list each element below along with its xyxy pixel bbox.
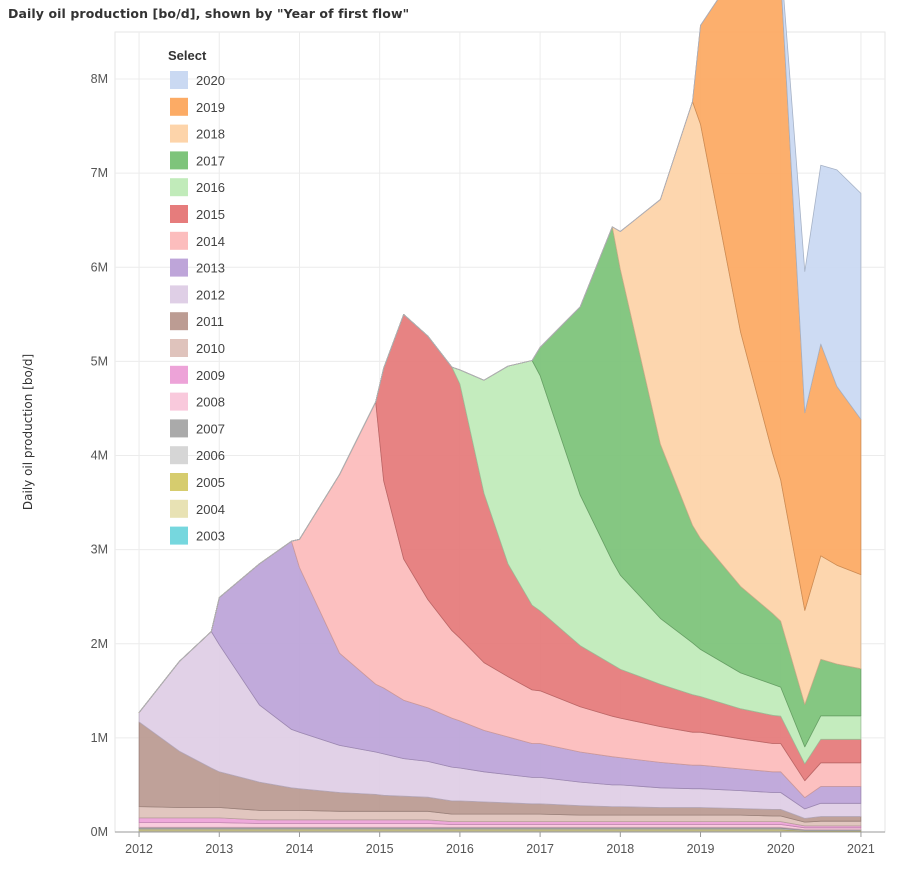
legend-item-2015[interactable]: 2015	[170, 205, 225, 223]
x-tick-label: 2017	[526, 842, 554, 856]
legend-label: 2019	[196, 100, 225, 115]
legend-item-2005[interactable]: 2005	[170, 473, 225, 491]
legend-swatch	[170, 71, 188, 89]
area-series	[138, 0, 862, 833]
legend-label: 2009	[196, 368, 225, 383]
legend-swatch	[170, 419, 188, 438]
legend-item-2016[interactable]: 2016	[170, 178, 225, 197]
y-tick-label: 4M	[91, 449, 108, 463]
legend-swatch	[170, 97, 188, 116]
legend-swatch	[170, 258, 188, 277]
x-tick-label: 2021	[847, 842, 875, 856]
legend-item-2008[interactable]: 2008	[170, 392, 225, 411]
legend-label: 2017	[196, 153, 225, 168]
legend-item-2003[interactable]: 2003	[170, 526, 225, 545]
legend-label: 2004	[196, 502, 225, 517]
x-tick-label: 2016	[446, 842, 474, 856]
legend-title: Select	[168, 48, 207, 63]
legend-swatch	[170, 339, 188, 357]
legend-label: 2016	[196, 180, 225, 195]
x-axis-ticks: 2012 2013 2014 2015 2016 2017 2018 2019 2020 2021	[115, 831, 885, 856]
legend-swatch	[170, 446, 188, 465]
legend-swatch	[170, 151, 188, 170]
y-tick-label: 6M	[91, 260, 108, 274]
legend-swatch	[170, 312, 188, 331]
legend-swatch	[170, 285, 188, 304]
area-2020	[138, 0, 862, 713]
legend-label: 2015	[196, 207, 225, 222]
legend-label: 2014	[196, 234, 225, 249]
legend-item-2019[interactable]: 2019	[170, 97, 225, 116]
legend-item-2018[interactable]: 2018	[170, 124, 225, 143]
legend-swatch	[170, 526, 188, 545]
legend-label: 2011	[196, 314, 224, 329]
x-tick-label: 2020	[767, 842, 795, 856]
y-axis-ticks: 0M 1M 2M 3M 4M 5M 6M 7M 8M	[91, 72, 108, 839]
legend-label: 2010	[196, 341, 225, 356]
x-tick-label: 2015	[366, 842, 394, 856]
y-tick-label: 8M	[91, 72, 108, 86]
x-tick-label: 2012	[125, 842, 153, 856]
legend-swatch	[170, 124, 188, 143]
x-tick-label: 2019	[687, 842, 715, 856]
legend-swatch	[170, 392, 188, 411]
y-tick-label: 2M	[91, 637, 108, 651]
y-tick-label: 7M	[91, 166, 108, 180]
legend-item-2011[interactable]: 2011	[170, 312, 224, 331]
legend-label: 2003	[196, 529, 225, 544]
y-tick-label: 0M	[91, 825, 108, 839]
chart-title: Daily oil production [bo/d], shown by "Y…	[8, 6, 410, 21]
x-tick-label: 2018	[606, 842, 634, 856]
legend-label: 2013	[196, 261, 225, 276]
legend-swatch	[170, 499, 188, 518]
legend-item-2004[interactable]: 2004	[170, 499, 225, 518]
legend-label: 2005	[196, 475, 225, 490]
legend-swatch	[170, 231, 188, 250]
legend-label: 2008	[196, 395, 225, 410]
legend-item-2020[interactable]: 2020	[170, 71, 225, 89]
legend-item-2017[interactable]: 2017	[170, 151, 225, 170]
x-tick-label: 2013	[205, 842, 233, 856]
legend-item-2012[interactable]: 2012	[170, 285, 225, 304]
legend-label: 2007	[196, 421, 225, 436]
legend-item-2009[interactable]: 2009	[170, 365, 225, 384]
legend-item-2006[interactable]: 2006	[170, 446, 225, 465]
y-tick-label: 3M	[91, 543, 108, 557]
legend-swatch	[170, 178, 188, 197]
legend-label: 2012	[196, 287, 225, 302]
legend-swatch	[170, 365, 188, 384]
legend-label: 2020	[196, 73, 225, 88]
legend[interactable]: Select 2020 2019 2018 2017 2016 2015 2014 2013 2…	[168, 48, 225, 545]
legend-label: 2006	[196, 448, 225, 463]
y-tick-label: 5M	[91, 354, 108, 368]
x-tick-label: 2014	[286, 842, 314, 856]
y-tick-label: 1M	[91, 731, 108, 745]
legend-item-2007[interactable]: 2007	[170, 419, 225, 438]
y-axis-label: Daily oil production [bo/d]	[21, 354, 35, 510]
legend-item-2010[interactable]: 2010	[170, 339, 225, 357]
legend-label: 2018	[196, 127, 225, 142]
legend-swatch	[170, 205, 188, 223]
legend-item-2014[interactable]: 2014	[170, 231, 225, 250]
legend-swatch	[170, 473, 188, 491]
legend-item-2013[interactable]: 2013	[170, 258, 225, 277]
